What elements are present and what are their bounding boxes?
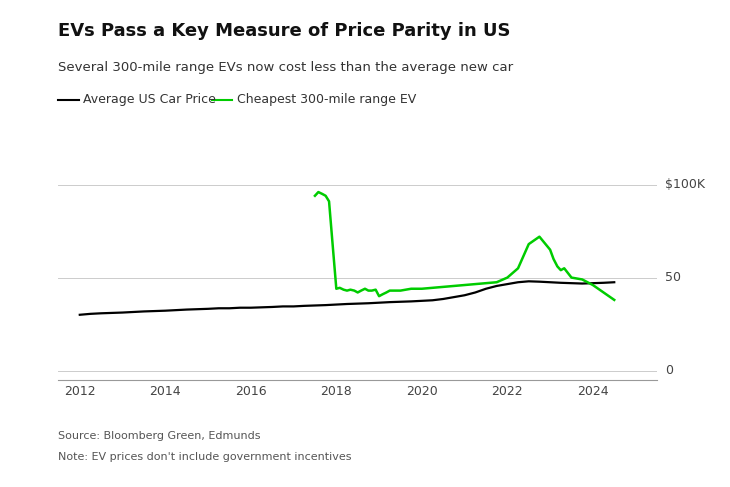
Text: $100K: $100K (665, 178, 705, 191)
Text: EVs Pass a Key Measure of Price Parity in US: EVs Pass a Key Measure of Price Parity i… (58, 22, 511, 40)
Text: Cheapest 300-mile range EV: Cheapest 300-mile range EV (237, 94, 416, 106)
Text: Note: EV prices don't include government incentives: Note: EV prices don't include government… (58, 452, 352, 462)
Text: Average US Car Price: Average US Car Price (83, 94, 216, 106)
Text: Several 300-mile range EVs now cost less than the average new car: Several 300-mile range EVs now cost less… (58, 61, 513, 74)
Text: Source: Bloomberg Green, Edmunds: Source: Bloomberg Green, Edmunds (58, 431, 261, 441)
Text: 0: 0 (665, 364, 673, 377)
Text: 50: 50 (665, 271, 681, 284)
